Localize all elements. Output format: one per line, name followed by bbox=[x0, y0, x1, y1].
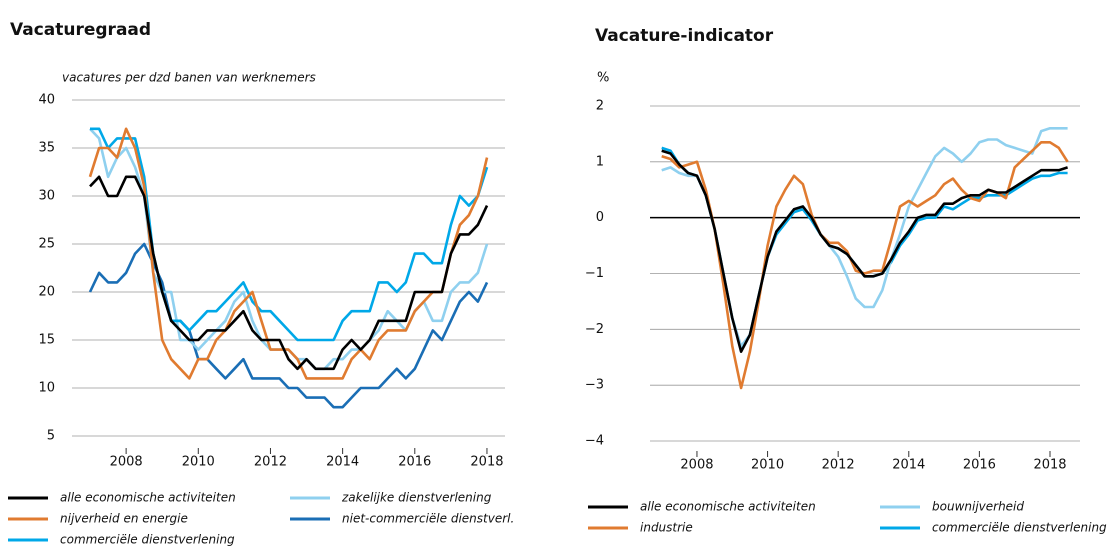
legend-label: zakelijke dienstverlening bbox=[341, 491, 492, 505]
series-line bbox=[89, 175, 489, 371]
legend-label: industrie bbox=[640, 521, 693, 535]
chart-title: Vacaturegraad bbox=[10, 20, 151, 40]
series-line bbox=[661, 146, 1068, 351]
y-tick-label: 15 bbox=[38, 333, 55, 348]
x-tick-label: 2018 bbox=[1033, 458, 1066, 473]
legend-label: alle economische activiteiten bbox=[640, 500, 816, 514]
y-tick-label: 10 bbox=[38, 381, 55, 396]
series-line bbox=[661, 149, 1068, 353]
x-tick-label: 2016 bbox=[963, 458, 996, 473]
y-tick-label: −2 bbox=[585, 322, 604, 337]
x-tick-label: 2014 bbox=[326, 455, 359, 470]
x-tick-label: 2018 bbox=[470, 455, 503, 470]
legend-label: bouwnijverheid bbox=[932, 500, 1024, 514]
legend-label: niet-commerciële dienstverl. bbox=[342, 512, 514, 526]
legend-label: nijverheid en energie bbox=[60, 512, 188, 526]
x-tick-label: 2010 bbox=[182, 455, 215, 470]
series-line bbox=[88, 127, 489, 380]
x-tick-label: 2012 bbox=[254, 455, 287, 470]
chart-title: Vacature-indicator bbox=[595, 26, 774, 46]
y-tick-label: 35 bbox=[38, 141, 55, 156]
y-tick-label: 40 bbox=[38, 93, 55, 108]
y-tick-label: 1 bbox=[596, 154, 604, 169]
legend-label: commerciële dienstverlening bbox=[932, 521, 1107, 535]
x-tick-label: 2010 bbox=[751, 458, 784, 473]
series-line bbox=[661, 127, 1068, 348]
series-line bbox=[661, 141, 1069, 390]
y-tick-label: −1 bbox=[585, 266, 604, 281]
y-tick-label: 0 bbox=[596, 210, 604, 225]
y-tick-label: 20 bbox=[38, 285, 55, 300]
y-axis-label: % bbox=[597, 71, 609, 86]
y-tick-label: 25 bbox=[38, 237, 55, 252]
y-tick-label: −3 bbox=[585, 378, 604, 393]
x-tick-label: 2008 bbox=[110, 455, 143, 470]
y-tick-label: −4 bbox=[585, 434, 604, 449]
legend-label: commerciële dienstverlening bbox=[60, 533, 235, 547]
chart-subtitle: vacatures per dzd banen van werknemers bbox=[62, 71, 316, 85]
y-tick-label: 5 bbox=[47, 429, 55, 444]
series-line bbox=[88, 242, 489, 409]
x-tick-label: 2016 bbox=[398, 455, 431, 470]
y-tick-label: 30 bbox=[38, 189, 55, 204]
x-tick-label: 2012 bbox=[822, 458, 855, 473]
y-tick-label: 2 bbox=[596, 99, 604, 114]
legend-label: alle economische activiteiten bbox=[60, 491, 236, 505]
x-tick-label: 2014 bbox=[892, 458, 925, 473]
x-tick-label: 2008 bbox=[680, 458, 713, 473]
